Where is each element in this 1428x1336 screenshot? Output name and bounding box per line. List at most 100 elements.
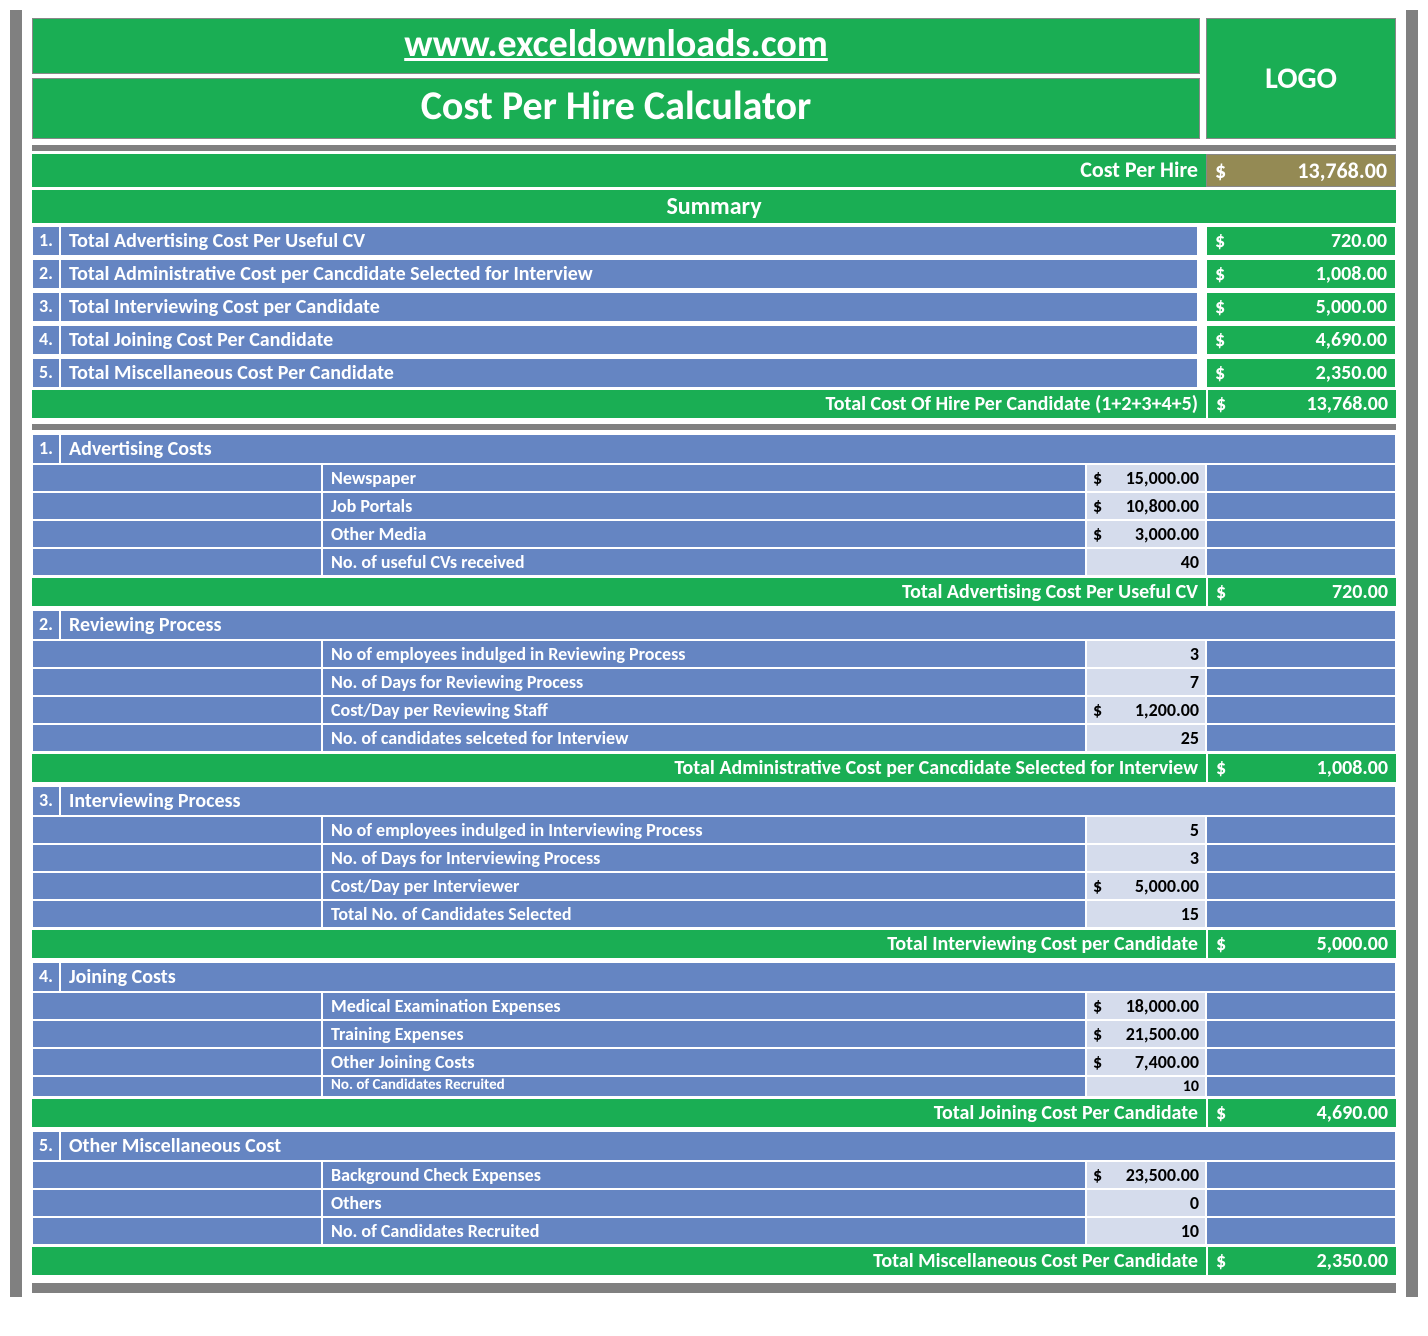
separator: [32, 1283, 1396, 1293]
item-value-cell[interactable]: $15,000.00: [1086, 464, 1206, 492]
section-total-value: $720.00: [1206, 578, 1396, 606]
cost-per-hire-value: $ 13,768.00: [1206, 154, 1396, 187]
item-value-cell[interactable]: 3: [1086, 640, 1206, 668]
item-value-cell[interactable]: 7: [1086, 668, 1206, 696]
section-total-row: Total Advertising Cost Per Useful CV$720…: [32, 578, 1396, 606]
item-row: No. of Candidates Recruited10: [32, 1076, 1396, 1097]
item-label: Others: [322, 1189, 1086, 1217]
row-number: 1.: [32, 226, 60, 256]
item-spacer-left: [32, 844, 322, 872]
currency-symbol: $: [1093, 1164, 1109, 1186]
item-value-cell[interactable]: $21,500.00: [1086, 1020, 1206, 1048]
item-value-cell[interactable]: $23,500.00: [1086, 1161, 1206, 1189]
item-value-cell[interactable]: $10,800.00: [1086, 492, 1206, 520]
section-number: 4.: [32, 962, 60, 992]
currency-symbol: [1093, 643, 1109, 665]
section-total-value: $1,008.00: [1206, 754, 1396, 782]
item-label: No. of Candidates Recruited: [322, 1076, 1086, 1097]
item-row: Other Joining Costs$7,400.00: [32, 1048, 1396, 1076]
summary-total-value: $ 13,768.00: [1206, 390, 1396, 418]
item-spacer-left: [32, 992, 322, 1020]
item-value-cell[interactable]: 25: [1086, 724, 1206, 752]
item-label: Background Check Expenses: [322, 1161, 1086, 1189]
item-value: 21,500.00: [1109, 1023, 1199, 1045]
item-value-cell[interactable]: 15: [1086, 900, 1206, 928]
item-value-cell[interactable]: $7,400.00: [1086, 1048, 1206, 1076]
currency-symbol: $: [1093, 995, 1109, 1017]
item-value-cell[interactable]: 3: [1086, 844, 1206, 872]
section-number: 3.: [32, 786, 60, 816]
item-spacer-left: [32, 492, 322, 520]
item-spacer-left: [32, 1020, 322, 1048]
currency-symbol: $: [1215, 328, 1233, 352]
item-row: Training Expenses$21,500.00: [32, 1020, 1396, 1048]
summary-rows: 1.Total Advertising Cost Per Useful CV$7…: [32, 226, 1396, 388]
item-label: No. of Days for Interviewing Process: [322, 844, 1086, 872]
item-spacer-right: [1206, 992, 1396, 1020]
item-row: No. of Candidates Recruited10: [32, 1217, 1396, 1245]
item-value-cell[interactable]: 0: [1086, 1189, 1206, 1217]
item-row: No of employees indulged in Interviewing…: [32, 816, 1396, 844]
section-total-row: Total Administrative Cost per Cancdidate…: [32, 754, 1396, 782]
item-value: 25: [1109, 727, 1199, 749]
summary-total-row: Total Cost Of Hire Per Candidate (1+2+3+…: [32, 390, 1396, 418]
section-title: Interviewing Process: [60, 786, 1396, 816]
item-value: 15: [1109, 903, 1199, 925]
item-value-cell[interactable]: 5: [1086, 816, 1206, 844]
item-row: Other Media$3,000.00: [32, 520, 1396, 548]
currency-symbol: $: [1215, 157, 1233, 184]
currency-symbol: [1093, 903, 1109, 925]
separator: [32, 145, 1396, 151]
currency-symbol: [1093, 1192, 1109, 1214]
section-total-label: Total Administrative Cost per Cancdidate…: [32, 754, 1206, 782]
item-value: 15,000.00: [1109, 467, 1199, 489]
currency-symbol: [1093, 1220, 1109, 1242]
item-label: No of employees indulged in Interviewing…: [322, 816, 1086, 844]
summary-row-amount: 1,008.00: [1233, 262, 1387, 286]
header-left: www.exceldownloads.com Cost Per Hire Cal…: [32, 18, 1200, 139]
currency-symbol: $: [1216, 756, 1234, 780]
currency-symbol: [1093, 671, 1109, 693]
section-total-amount: 720.00: [1234, 580, 1388, 604]
currency-symbol: $: [1216, 1249, 1234, 1273]
item-value-cell[interactable]: $1,200.00: [1086, 696, 1206, 724]
item-value-cell[interactable]: $5,000.00: [1086, 872, 1206, 900]
summary-row-amount: 2,350.00: [1233, 361, 1387, 385]
item-label: Cost/Day per Interviewer: [322, 872, 1086, 900]
section-total-label: Total Advertising Cost Per Useful CV: [32, 578, 1206, 606]
item-spacer-right: [1206, 464, 1396, 492]
item-spacer-right: [1206, 548, 1396, 576]
item-value-cell[interactable]: 10: [1086, 1076, 1206, 1097]
currency-symbol: $: [1093, 467, 1109, 489]
item-value-cell[interactable]: $18,000.00: [1086, 992, 1206, 1020]
summary-row-value: $720.00: [1206, 226, 1396, 256]
logo-cell: LOGO: [1206, 18, 1396, 139]
item-label: No. of Days for Reviewing Process: [322, 668, 1086, 696]
item-row: Cost/Day per Reviewing Staff$1,200.00: [32, 696, 1396, 724]
section-total-value: $2,350.00: [1206, 1247, 1396, 1275]
summary-row: 3.Total Interviewing Cost per Candidate$…: [32, 292, 1396, 322]
summary-total-amount: 13,768.00: [1234, 392, 1388, 416]
item-spacer-left: [32, 872, 322, 900]
item-value-cell[interactable]: $3,000.00: [1086, 520, 1206, 548]
item-spacer-right: [1206, 668, 1396, 696]
header-url[interactable]: www.exceldownloads.com: [32, 18, 1200, 74]
item-spacer-left: [32, 1217, 322, 1245]
item-row: Background Check Expenses$23,500.00: [32, 1161, 1396, 1189]
item-value-cell[interactable]: 10: [1086, 1217, 1206, 1245]
item-label: Other Media: [322, 520, 1086, 548]
item-spacer-left: [32, 548, 322, 576]
item-value: 3: [1109, 847, 1199, 869]
summary-row-label: Total Interviewing Cost per Candidate: [60, 292, 1198, 322]
item-row: No. of candidates selceted for Interview…: [32, 724, 1396, 752]
item-value-cell[interactable]: 40: [1086, 548, 1206, 576]
currency-symbol: [1093, 847, 1109, 869]
summary-row-amount: 720.00: [1233, 229, 1387, 253]
item-value: 18,000.00: [1109, 995, 1199, 1017]
item-spacer-right: [1206, 640, 1396, 668]
item-value: 40: [1109, 551, 1199, 573]
item-value: 3,000.00: [1109, 523, 1199, 545]
item-spacer-left: [32, 520, 322, 548]
item-value: 0: [1109, 1192, 1199, 1214]
item-spacer-left: [32, 900, 322, 928]
